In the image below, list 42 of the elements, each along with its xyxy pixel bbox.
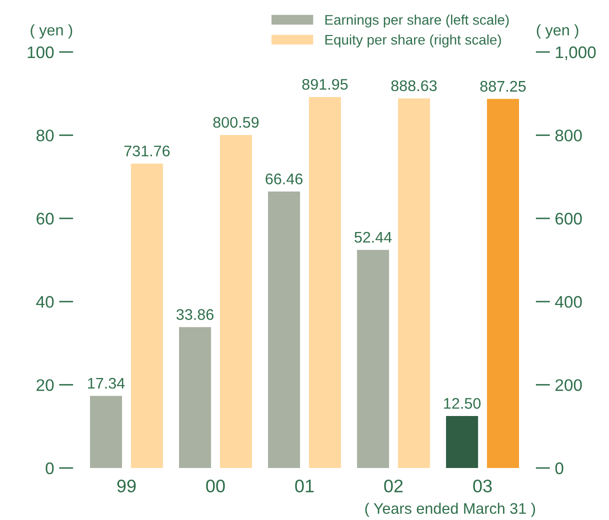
data-label: 12.50	[444, 398, 481, 409]
y2-tick-label: 200	[556, 379, 582, 392]
y-tick-label: 0	[46, 462, 54, 474]
y2-tick-label: 800	[555, 130, 582, 142]
bar	[220, 134, 252, 468]
x-tick-label: 99	[117, 480, 136, 492]
y2-tick-label: 0	[555, 462, 564, 474]
bar	[357, 250, 390, 468]
y2-tick-label: 600	[556, 212, 582, 225]
bar	[90, 396, 122, 468]
y2-tick-label: 1,000	[556, 46, 596, 60]
y-axis-title: ( yen )	[30, 24, 72, 39]
x-tick-label: 02	[384, 480, 403, 492]
x-tick-label: 00	[206, 480, 225, 492]
legend-label: Equity per share (right scale)	[325, 34, 501, 48]
data-label: 33.86	[176, 309, 214, 320]
data-label: 800.59	[213, 116, 259, 128]
y-tick-label: 20	[36, 379, 54, 392]
y2-axis-title: ( yen )	[536, 24, 578, 39]
bar	[130, 164, 163, 468]
bar	[486, 98, 520, 468]
x-axis-title: ( Years ended March 31 )	[365, 502, 535, 517]
y-tick-label: 80	[36, 130, 54, 142]
data-label: 887.25	[480, 80, 526, 92]
data-label: 52.44	[354, 232, 392, 243]
bar	[446, 416, 478, 468]
y2-tick-label: 400	[555, 296, 582, 308]
x-tick-label: 03	[473, 480, 492, 492]
y-tick-label: 40	[36, 296, 54, 308]
bar	[268, 192, 300, 468]
data-label: 888.63	[391, 80, 437, 92]
data-label: 891.95	[302, 78, 348, 90]
data-label: 66.46	[266, 174, 302, 184]
data-label: 17.34	[88, 378, 125, 389]
y-tick-label: 60	[36, 212, 54, 225]
bar	[308, 96, 341, 468]
bar	[398, 98, 430, 468]
legend-label: Earnings per share (left scale)	[325, 14, 509, 28]
bar	[179, 327, 212, 468]
x-tick-label: 01	[295, 480, 314, 492]
y-tick-label: 100	[28, 46, 54, 58]
data-label: 731.76	[124, 146, 170, 156]
